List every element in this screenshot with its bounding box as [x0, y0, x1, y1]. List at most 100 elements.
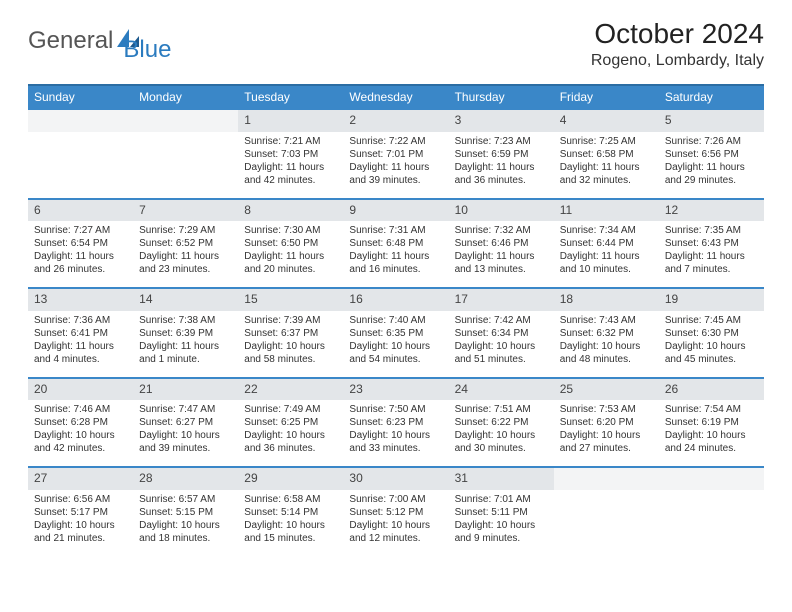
day-details: Sunrise: 7:50 AMSunset: 6:23 PMDaylight:… [343, 400, 448, 466]
sunset-text: Sunset: 6:22 PM [455, 416, 548, 429]
day-cell-19: 19Sunrise: 7:45 AMSunset: 6:30 PMDayligh… [659, 288, 764, 378]
daylight-text: Daylight: 11 hours and 20 minutes. [244, 250, 337, 276]
day-number: 27 [28, 468, 133, 490]
empty-cell [133, 109, 238, 199]
daylight-text: Daylight: 11 hours and 39 minutes. [349, 161, 442, 187]
daylight-text: Daylight: 10 hours and 12 minutes. [349, 519, 442, 545]
day-number [659, 468, 764, 490]
daylight-text: Daylight: 11 hours and 7 minutes. [665, 250, 758, 276]
day-header-monday: Monday [133, 85, 238, 109]
day-details: Sunrise: 7:00 AMSunset: 5:12 PMDaylight:… [343, 490, 448, 556]
daylight-text: Daylight: 10 hours and 24 minutes. [665, 429, 758, 455]
day-details: Sunrise: 7:51 AMSunset: 6:22 PMDaylight:… [449, 400, 554, 466]
day-number [554, 468, 659, 490]
daylight-text: Daylight: 11 hours and 23 minutes. [139, 250, 232, 276]
daylight-text: Daylight: 10 hours and 36 minutes. [244, 429, 337, 455]
day-details: Sunrise: 7:45 AMSunset: 6:30 PMDaylight:… [659, 311, 764, 377]
calendar-table: SundayMondayTuesdayWednesdayThursdayFrid… [28, 84, 764, 556]
sunrise-text: Sunrise: 7:51 AM [455, 403, 548, 416]
day-number: 6 [28, 200, 133, 222]
day-cell-6: 6Sunrise: 7:27 AMSunset: 6:54 PMDaylight… [28, 199, 133, 289]
day-cell-15: 15Sunrise: 7:39 AMSunset: 6:37 PMDayligh… [238, 288, 343, 378]
empty-cell [659, 467, 764, 556]
sunrise-text: Sunrise: 7:40 AM [349, 314, 442, 327]
day-header-wednesday: Wednesday [343, 85, 448, 109]
sunset-text: Sunset: 6:50 PM [244, 237, 337, 250]
day-cell-10: 10Sunrise: 7:32 AMSunset: 6:46 PMDayligh… [449, 199, 554, 289]
day-cell-28: 28Sunrise: 6:57 AMSunset: 5:15 PMDayligh… [133, 467, 238, 556]
day-number: 5 [659, 110, 764, 132]
week-row: 27Sunrise: 6:56 AMSunset: 5:17 PMDayligh… [28, 467, 764, 556]
day-cell-9: 9Sunrise: 7:31 AMSunset: 6:48 PMDaylight… [343, 199, 448, 289]
day-cell-16: 16Sunrise: 7:40 AMSunset: 6:35 PMDayligh… [343, 288, 448, 378]
day-header-friday: Friday [554, 85, 659, 109]
day-cell-21: 21Sunrise: 7:47 AMSunset: 6:27 PMDayligh… [133, 378, 238, 468]
sunrise-text: Sunrise: 7:00 AM [349, 493, 442, 506]
daylight-text: Daylight: 11 hours and 32 minutes. [560, 161, 653, 187]
daylight-text: Daylight: 11 hours and 42 minutes. [244, 161, 337, 187]
daylight-text: Daylight: 10 hours and 30 minutes. [455, 429, 548, 455]
location: Rogeno, Lombardy, Italy [591, 52, 764, 70]
daylight-text: Daylight: 10 hours and 48 minutes. [560, 340, 653, 366]
day-number: 9 [343, 200, 448, 222]
sunset-text: Sunset: 5:12 PM [349, 506, 442, 519]
day-details: Sunrise: 7:22 AMSunset: 7:01 PMDaylight:… [343, 132, 448, 198]
day-number: 11 [554, 200, 659, 222]
sunset-text: Sunset: 6:44 PM [560, 237, 653, 250]
day-number [28, 110, 133, 132]
sunset-text: Sunset: 6:37 PM [244, 327, 337, 340]
daylight-text: Daylight: 10 hours and 45 minutes. [665, 340, 758, 366]
day-details [133, 132, 238, 198]
sunset-text: Sunset: 6:23 PM [349, 416, 442, 429]
empty-cell [28, 109, 133, 199]
sunrise-text: Sunrise: 7:53 AM [560, 403, 653, 416]
day-cell-7: 7Sunrise: 7:29 AMSunset: 6:52 PMDaylight… [133, 199, 238, 289]
sunset-text: Sunset: 6:43 PM [665, 237, 758, 250]
day-details: Sunrise: 7:32 AMSunset: 6:46 PMDaylight:… [449, 221, 554, 287]
daylight-text: Daylight: 10 hours and 39 minutes. [139, 429, 232, 455]
brand-left: General [28, 27, 113, 55]
day-cell-27: 27Sunrise: 6:56 AMSunset: 5:17 PMDayligh… [28, 467, 133, 556]
sunset-text: Sunset: 6:30 PM [665, 327, 758, 340]
month-title: October 2024 [591, 18, 764, 50]
empty-cell [554, 467, 659, 556]
day-details: Sunrise: 7:47 AMSunset: 6:27 PMDaylight:… [133, 400, 238, 466]
day-details: Sunrise: 7:31 AMSunset: 6:48 PMDaylight:… [343, 221, 448, 287]
sunset-text: Sunset: 6:58 PM [560, 148, 653, 161]
day-details: Sunrise: 7:35 AMSunset: 6:43 PMDaylight:… [659, 221, 764, 287]
week-row: 1Sunrise: 7:21 AMSunset: 7:03 PMDaylight… [28, 109, 764, 199]
sunset-text: Sunset: 6:54 PM [34, 237, 127, 250]
daylight-text: Daylight: 10 hours and 27 minutes. [560, 429, 653, 455]
sunset-text: Sunset: 6:59 PM [455, 148, 548, 161]
daylight-text: Daylight: 10 hours and 33 minutes. [349, 429, 442, 455]
sunset-text: Sunset: 5:11 PM [455, 506, 548, 519]
daylight-text: Daylight: 10 hours and 42 minutes. [34, 429, 127, 455]
sunset-text: Sunset: 6:56 PM [665, 148, 758, 161]
sunrise-text: Sunrise: 7:50 AM [349, 403, 442, 416]
day-number: 29 [238, 468, 343, 490]
day-number: 31 [449, 468, 554, 490]
day-details: Sunrise: 6:57 AMSunset: 5:15 PMDaylight:… [133, 490, 238, 556]
day-cell-20: 20Sunrise: 7:46 AMSunset: 6:28 PMDayligh… [28, 378, 133, 468]
day-number [133, 110, 238, 132]
header: General Blue October 2024 Rogeno, Lombar… [28, 18, 764, 70]
sunrise-text: Sunrise: 7:29 AM [139, 224, 232, 237]
day-number: 21 [133, 379, 238, 401]
day-details: Sunrise: 7:23 AMSunset: 6:59 PMDaylight:… [449, 132, 554, 198]
sunset-text: Sunset: 6:25 PM [244, 416, 337, 429]
week-row: 13Sunrise: 7:36 AMSunset: 6:41 PMDayligh… [28, 288, 764, 378]
day-number: 2 [343, 110, 448, 132]
sunset-text: Sunset: 6:41 PM [34, 327, 127, 340]
day-cell-29: 29Sunrise: 6:58 AMSunset: 5:14 PMDayligh… [238, 467, 343, 556]
daylight-text: Daylight: 10 hours and 58 minutes. [244, 340, 337, 366]
day-number: 17 [449, 289, 554, 311]
day-details [554, 490, 659, 556]
day-number: 13 [28, 289, 133, 311]
daylight-text: Daylight: 11 hours and 36 minutes. [455, 161, 548, 187]
day-cell-14: 14Sunrise: 7:38 AMSunset: 6:39 PMDayligh… [133, 288, 238, 378]
day-header-sunday: Sunday [28, 85, 133, 109]
sunrise-text: Sunrise: 7:43 AM [560, 314, 653, 327]
sunset-text: Sunset: 6:32 PM [560, 327, 653, 340]
day-details: Sunrise: 7:40 AMSunset: 6:35 PMDaylight:… [343, 311, 448, 377]
day-number: 16 [343, 289, 448, 311]
